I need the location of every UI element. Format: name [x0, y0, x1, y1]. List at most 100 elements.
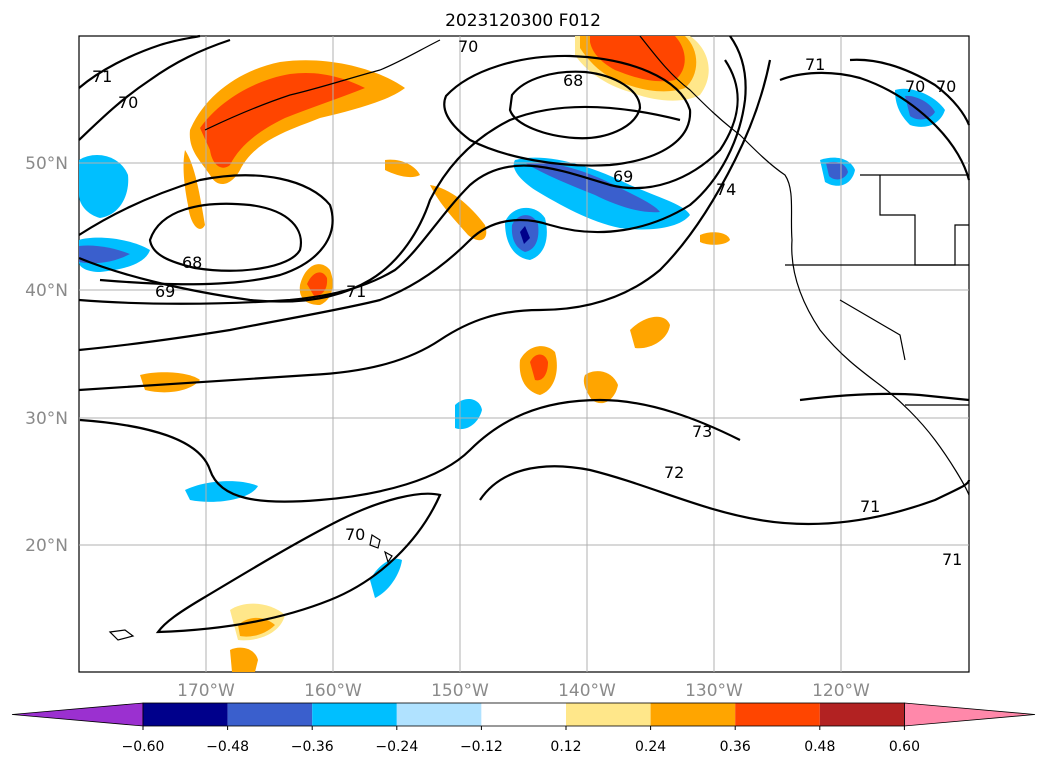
anomaly-area-positive	[385, 159, 420, 178]
contour-68	[148, 202, 302, 272]
anomaly-area-negative	[370, 558, 402, 598]
contour-label: 69	[155, 282, 175, 301]
contour-label: 70	[118, 93, 138, 112]
contour-label: 70	[458, 37, 478, 56]
anomaly-area-positive	[700, 232, 730, 245]
contour-label-layer: 70 71 70 68 71 70 70 69 74 68 69 71 73 7…	[92, 37, 962, 569]
contour-label: 71	[942, 550, 962, 569]
anomaly-area-strong-negative	[905, 95, 935, 120]
longitude-label: 140°W	[558, 681, 616, 701]
colorbar-tick-label: 0.12	[550, 739, 581, 755]
longitude-label: 130°W	[685, 681, 743, 701]
colorbar-segment	[819, 703, 905, 726]
hawaii-island	[383, 550, 393, 564]
contour-73	[79, 398, 741, 503]
contour-71c	[479, 465, 971, 526]
contour-71b	[78, 35, 747, 352]
colorbar-segment	[227, 703, 313, 726]
colorbar-tick-label: 0.24	[635, 739, 666, 755]
colorbar-segment	[396, 703, 482, 726]
anomaly-area-strong-positive	[200, 72, 365, 168]
longitude-axis: 170°W 160°W 150°W 140°W 130°W 120°W	[177, 681, 870, 701]
aleutian-coast	[204, 39, 441, 131]
contour-70-east	[849, 58, 971, 126]
contour-71	[78, 34, 201, 89]
colorbar: −0.60 −0.48 −0.36 −0.24 −0.12 0.12 0.24 0.36 0.4…	[11, 702, 1036, 755]
colorbar-tick-label: −0.36	[291, 739, 334, 755]
contour-70-south	[155, 492, 442, 634]
colorbar-tick-label: −0.12	[460, 739, 503, 755]
anomaly-area-strong-positive	[590, 36, 685, 82]
state-border	[839, 299, 906, 361]
colorbar-tick-label: −0.60	[122, 739, 165, 755]
latitude-axis: 50°N 40°N 30°N 20°N	[25, 154, 68, 556]
colorbar-tick-label: −0.48	[206, 739, 249, 755]
coastlines	[108, 35, 970, 641]
graticule	[79, 36, 969, 672]
colorbar-extension-high	[904, 702, 1036, 727]
contour-label: 74	[716, 180, 736, 199]
longitude-label: 170°W	[177, 681, 235, 701]
contour-label: 69	[613, 167, 633, 186]
anomaly-area-strongest-negative	[520, 226, 530, 244]
colorbar-tick-label: −0.24	[375, 739, 418, 755]
contour-71-east	[779, 71, 971, 181]
colorbar-tick-label: 0.36	[720, 739, 751, 755]
contour-label: 71	[92, 67, 112, 86]
contour-70b	[78, 59, 739, 305]
anomaly-fill-layer	[79, 36, 945, 672]
anomaly-area-strong-negative	[79, 245, 130, 264]
anomaly-area-positive	[430, 185, 487, 241]
colorbar-segment	[735, 703, 820, 726]
contour-72	[78, 59, 772, 392]
contour-69	[78, 174, 334, 286]
longitude-label: 160°W	[304, 681, 362, 701]
colorbar-frame	[142, 702, 905, 727]
figure-title: 2023120300 F012	[445, 11, 601, 31]
latitude-label: 50°N	[25, 154, 68, 174]
colorbar-extension-low	[11, 702, 144, 727]
colorbar-segment	[481, 703, 566, 726]
colorbar-segment	[312, 703, 397, 726]
contour-label: 70	[936, 77, 956, 96]
north-america-coast	[639, 35, 970, 496]
contour-label: 71	[805, 55, 825, 74]
colorbar-tick-label: 0.48	[804, 739, 835, 755]
contour-label: 71	[346, 282, 366, 301]
contour-69-closed	[443, 54, 692, 167]
anomaly-area-negative	[455, 398, 482, 430]
contour-label: 73	[692, 422, 712, 441]
contour-label: 70	[345, 525, 365, 544]
contour-label: 70	[905, 77, 925, 96]
contour-68-closed	[508, 70, 642, 140]
anomaly-area-positive	[140, 372, 200, 393]
longitude-label: 150°W	[431, 681, 489, 701]
latitude-label: 20°N	[25, 536, 68, 556]
hawaii-island	[369, 534, 381, 549]
anomaly-area-strong-negative	[525, 162, 660, 213]
anomaly-area-strong-positive	[530, 354, 548, 381]
latitude-label: 40°N	[25, 281, 68, 301]
colorbar-tick-label: 0.60	[889, 739, 920, 755]
contour-label: 71	[860, 497, 880, 516]
anomaly-area-positive	[630, 316, 670, 349]
colorbar-segment	[650, 703, 736, 726]
longitude-label: 120°W	[812, 681, 870, 701]
height-contours	[78, 34, 971, 634]
anomaly-area-strong-negative	[826, 161, 848, 180]
contour-label: 68	[563, 71, 583, 90]
contour-69b	[78, 105, 681, 303]
anomaly-area-positive	[583, 371, 618, 404]
contour-70	[78, 38, 231, 141]
latitude-label: 30°N	[25, 409, 68, 429]
island	[108, 629, 135, 641]
contour-71-southeast	[799, 392, 970, 402]
colorbar-segment	[143, 703, 228, 726]
contour-label: 72	[664, 463, 684, 482]
anomaly-area-negative	[79, 155, 129, 218]
map-panel: 70 71 70 68 71 70 70 69 74 68 69 71 73 7…	[78, 34, 971, 673]
anomaly-area-positive	[230, 647, 258, 672]
colorbar-segment	[566, 703, 651, 726]
contour-label: 68	[182, 253, 202, 272]
